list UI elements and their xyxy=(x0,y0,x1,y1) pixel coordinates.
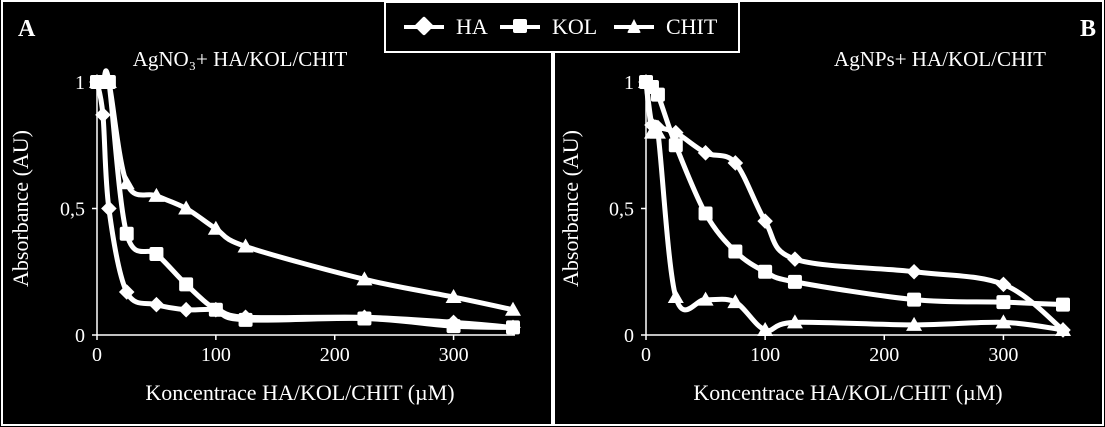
legend: HA KOL CHIT xyxy=(384,1,740,53)
panel-a-frame xyxy=(1,0,553,426)
legend-marker-diamond-icon xyxy=(404,16,444,36)
panel-b-series-ha-point xyxy=(697,145,714,161)
panel-b-y-tick-label: 0 xyxy=(624,325,634,347)
panel-a-series-ha-point xyxy=(95,107,111,123)
panel-b-series-chit-point xyxy=(757,321,774,336)
panel-a-x-tick-label: 300 xyxy=(439,344,469,366)
panel-b: 0 0,5 1 0 100 200 300 Koncentrace HA/KOL/CHIT (… xyxy=(558,16,1096,405)
panel-a-x-tick-label: 0 xyxy=(92,344,102,366)
panel-a-series-kol-point xyxy=(357,311,372,326)
panel-a-series-chit-point xyxy=(237,238,254,253)
panel-b-series-ha-point xyxy=(757,213,773,229)
panel-b-series-kol-point xyxy=(758,264,773,279)
panel-a-title: AgNO₃+ HA/KOL/CHIT xyxy=(133,47,348,71)
panel-a-series-chit-point xyxy=(445,289,462,304)
panel-b-series-kol-point xyxy=(1056,297,1070,312)
panel-b-series-kol-point xyxy=(698,206,713,221)
panel-a-series-ha-point xyxy=(148,296,165,313)
panel-b-series-kol-point xyxy=(787,274,802,289)
panel-b-series-chit-point xyxy=(638,74,654,88)
panel-b-series-ha-point xyxy=(727,155,744,171)
panel-a-series-kol-point xyxy=(506,320,520,335)
panel-b-frame xyxy=(553,0,1104,426)
panel-b-series-kol-line xyxy=(644,80,1064,308)
panel-b-y-axis-label: Absorbance (AU) xyxy=(558,130,583,287)
legend-label-chit: CHIT xyxy=(666,14,718,39)
panel-a-series-ha-point xyxy=(178,301,194,318)
panel-a-letter: A xyxy=(18,16,36,42)
legend-entry-kol: KOL xyxy=(500,14,598,39)
panel-a-series-kol-point xyxy=(208,302,223,317)
legend-entry-chit: CHIT xyxy=(614,14,718,39)
panel-b-letter: B xyxy=(1080,16,1096,42)
legend-marker-triangle-icon xyxy=(614,19,654,33)
panel-a-y-tick-label: 1 xyxy=(75,72,85,94)
panel-a-series-kol-point xyxy=(119,226,134,241)
panel-b-x-tick-label: 200 xyxy=(869,344,899,366)
legend-label-ha: HA xyxy=(456,14,488,39)
panel-a-series-chit-point xyxy=(505,301,521,316)
panel-b-series-chit-point xyxy=(727,294,744,309)
panel-b-x-tick-label: 0 xyxy=(641,344,651,366)
legend-marker-square-icon xyxy=(500,19,540,33)
panel-b-x-tick-label: 100 xyxy=(750,344,780,366)
legend-label-kol: KOL xyxy=(552,14,598,39)
panel-a-series-chit-line xyxy=(97,72,514,313)
panel-b-x-axis-label: Koncentrace HA/KOL/CHIT (µM) xyxy=(693,380,1002,405)
panel-a-x-tick-label: 200 xyxy=(320,344,350,366)
panel-a-y-tick-label: 0,5 xyxy=(60,199,85,221)
panel-a-y-axis-label: Absorbance (AU) xyxy=(8,130,33,287)
panel-a-series-chit-point xyxy=(148,187,165,202)
legend-entry-ha: HA xyxy=(404,14,488,39)
panel-a-series-ha-line xyxy=(94,81,514,330)
panel-b-series-chit-point xyxy=(1055,321,1071,336)
panel-b-series-ha-point xyxy=(787,251,803,267)
panel-b-series-chit-point xyxy=(649,124,666,139)
panel-b-y-tick-label: 0,5 xyxy=(609,199,634,221)
panel-a-series-chit-point xyxy=(178,200,195,215)
panel-a-series-chit-point xyxy=(100,74,117,88)
panel-a-series-chit-point xyxy=(118,175,135,190)
panel-a: 0 0,5 1 0 100 200 300 Koncentrace HA/KOL/CHIT (… xyxy=(8,16,521,405)
panel-b-series-kol-point xyxy=(728,244,743,259)
panel-b-series-chit-point xyxy=(786,314,803,329)
panel-a-series-chit-point xyxy=(356,271,373,286)
panel-a-series-kol-point xyxy=(446,319,461,334)
panel-b-series-kol-point xyxy=(668,138,683,153)
panel-b-series-chit-point xyxy=(667,289,684,304)
panel-b-series-ha-point xyxy=(995,276,1012,293)
panel-b-series-ha-point xyxy=(906,263,922,280)
panel-b-series-kol-point xyxy=(650,87,665,102)
panel-a-series-chit-point xyxy=(207,220,224,235)
panel-b-y-tick-label: 1 xyxy=(624,72,634,94)
panel-b-title: AgNPs+ HA/KOL/CHIT xyxy=(834,47,1046,71)
panel-a-y-tick-label: 0 xyxy=(75,325,85,347)
panel-b-series-chit-point xyxy=(906,316,923,331)
panel-b-series-chit-point xyxy=(697,291,714,306)
panel-a-x-axis-label: Koncentrace HA/KOL/CHIT (µM) xyxy=(145,380,454,405)
panel-b-x-tick-label: 300 xyxy=(988,344,1018,366)
panel-a-x-tick-label: 100 xyxy=(201,344,231,366)
panel-b-series-kol-point xyxy=(907,292,922,307)
panel-b-series-chit-point xyxy=(995,314,1012,329)
panel-a-series-ha-point xyxy=(101,200,117,217)
panel-a-series-kol-point xyxy=(179,277,194,292)
panel-b-series-kol-point xyxy=(996,295,1011,310)
panel-a-series-kol-point xyxy=(149,247,164,262)
panel-a-series-kol-point xyxy=(238,312,253,327)
